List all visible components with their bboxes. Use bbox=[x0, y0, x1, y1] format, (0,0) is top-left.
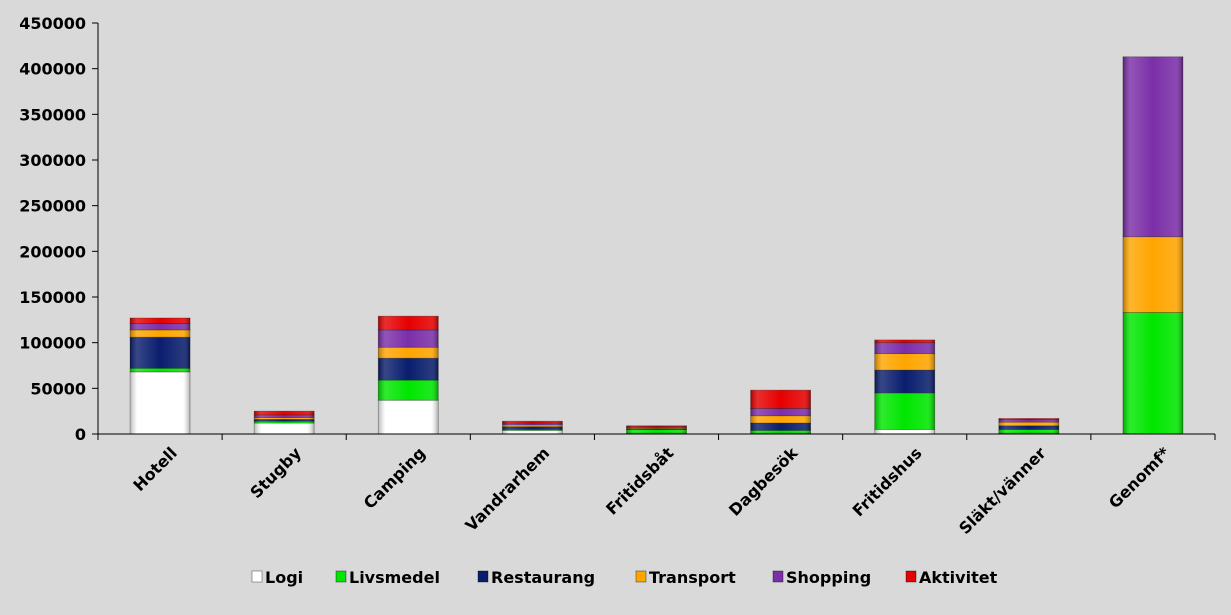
x-category-label: Fritidsbåt bbox=[602, 443, 677, 518]
bar-segment-restaurang bbox=[998, 425, 1060, 430]
y-tick-label: 450000 bbox=[19, 14, 86, 33]
bar-segment-logi bbox=[377, 399, 439, 435]
bar-segment-transport bbox=[129, 329, 191, 338]
bar-segment-shopping bbox=[750, 408, 812, 417]
y-tick-label: 0 bbox=[75, 425, 86, 444]
legend-swatch bbox=[477, 570, 489, 583]
y-tick-label: 50000 bbox=[30, 379, 86, 398]
legend-swatch bbox=[251, 570, 263, 583]
bar-segment-aktivitet bbox=[129, 317, 191, 324]
legend-label: Livsmedel bbox=[349, 568, 440, 587]
bars bbox=[129, 56, 1184, 435]
bar-segment-restaurang bbox=[874, 369, 936, 394]
bar-segment-aktivitet bbox=[626, 425, 687, 428]
bar-segment-transport bbox=[750, 415, 812, 424]
bar-segment-livsmedel bbox=[377, 379, 439, 401]
bar-segment-logi bbox=[501, 429, 563, 435]
legend-label: Shopping bbox=[786, 568, 871, 587]
legend-item-restaurang: Restaurang bbox=[477, 568, 595, 587]
legend-swatch bbox=[335, 570, 347, 583]
legend-item-logi: Logi bbox=[251, 568, 303, 587]
bar-segment-livsmedel bbox=[626, 429, 687, 434]
x-category-label: Camping bbox=[360, 443, 429, 512]
legend-swatch bbox=[772, 570, 784, 583]
bar-segment-livsmedel bbox=[874, 392, 936, 430]
bar-segment-livsmedel bbox=[1122, 312, 1184, 435]
bar-segment-aktivitet bbox=[501, 420, 563, 424]
bar-segment-logi bbox=[874, 429, 936, 435]
bar-segment-aktivitet bbox=[750, 389, 812, 409]
legend-item-livsmedel: Livsmedel bbox=[335, 568, 440, 587]
bar-segment-logi bbox=[253, 422, 315, 435]
bar-segment-shopping bbox=[1122, 56, 1184, 238]
bar-segment-aktivitet bbox=[253, 410, 315, 416]
x-axis: Hotell Stugby Camping Vandrarhem Fritidsbåt D… bbox=[97, 433, 1216, 538]
legend-label: Restaurang bbox=[491, 568, 595, 587]
bar-segment-shopping bbox=[874, 342, 936, 355]
legend-label: Transport bbox=[649, 568, 736, 587]
bar-segment-shopping bbox=[377, 329, 439, 348]
legend: Logi Livsmedel Restaurang Transport Shopping… bbox=[251, 568, 998, 587]
legend-item-aktivitet: Aktivitet bbox=[905, 568, 998, 587]
bar-segment-aktivitet bbox=[998, 418, 1060, 420]
y-tick-label: 250000 bbox=[19, 197, 86, 216]
legend-label: Logi bbox=[265, 568, 303, 587]
x-category-label: Dagbesök bbox=[725, 443, 802, 520]
x-category-label: Fritidshus bbox=[849, 443, 926, 520]
y-tick-label: 300000 bbox=[19, 151, 86, 170]
bar-segment-transport bbox=[874, 353, 936, 371]
y-tick-label: 400000 bbox=[19, 60, 86, 79]
bar-segment-livsmedel bbox=[750, 429, 812, 434]
bar-segment-aktivitet bbox=[377, 315, 439, 331]
legend-swatch bbox=[905, 570, 917, 583]
bar-segment-transport bbox=[377, 346, 439, 359]
legend-swatch bbox=[635, 570, 647, 583]
bar-segment-livsmedel bbox=[253, 420, 315, 424]
bar-segment-restaurang bbox=[129, 336, 191, 369]
y-tick-label: 150000 bbox=[19, 288, 86, 307]
legend-item-transport: Transport bbox=[635, 568, 736, 587]
bar-segment-transport bbox=[1122, 236, 1184, 313]
bar-segment-shopping bbox=[129, 323, 191, 331]
x-category-label: Genomf* bbox=[1105, 443, 1174, 512]
bar-segment-aktivitet bbox=[874, 339, 936, 344]
x-category-label: Stugby bbox=[246, 443, 305, 502]
legend-item-shopping: Shopping bbox=[772, 568, 871, 587]
x-category-label: Hotell bbox=[129, 443, 181, 495]
bar-segment-restaurang bbox=[501, 426, 563, 430]
y-axis: 0 50000 100000 150000 200000 250000 300000 3500… bbox=[19, 14, 99, 444]
bar-segment-shopping bbox=[253, 414, 315, 418]
x-category-label: Vandrarhem bbox=[462, 443, 554, 535]
bar-segment-livsmedel bbox=[129, 367, 191, 373]
bar-segment-restaurang bbox=[377, 357, 439, 381]
legend-label: Aktivitet bbox=[919, 568, 998, 587]
y-tick-label: 200000 bbox=[19, 242, 86, 261]
bar-segment-transport bbox=[998, 421, 1060, 427]
y-tick-label: 100000 bbox=[19, 334, 86, 353]
bar-segment-logi bbox=[129, 371, 191, 435]
bar-segment-restaurang bbox=[750, 422, 812, 431]
x-category-label: Släkt/vänner bbox=[955, 443, 1050, 538]
bar-segment-livsmedel bbox=[998, 429, 1060, 434]
y-tick-label: 350000 bbox=[19, 105, 86, 124]
